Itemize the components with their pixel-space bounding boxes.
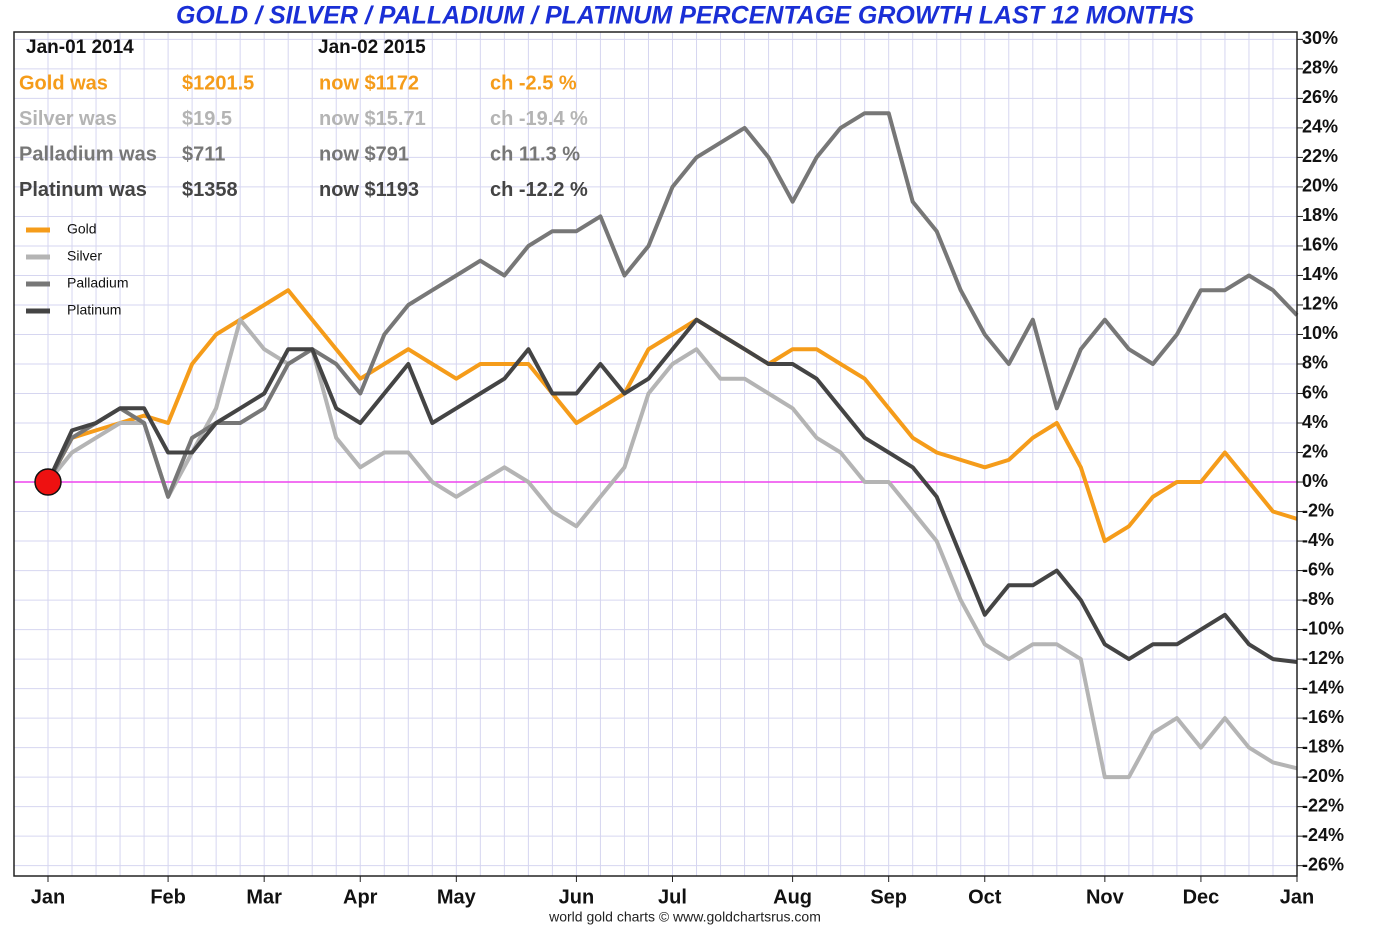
legend-label: Platinum bbox=[67, 302, 121, 318]
y-tick-label: 8% bbox=[1302, 353, 1328, 373]
x-tick-label: May bbox=[437, 886, 477, 908]
y-tick-label: -24% bbox=[1302, 825, 1344, 845]
legend-label: Palladium bbox=[67, 275, 128, 291]
summary-cell: Gold was bbox=[19, 72, 108, 94]
summary-cell: now $1193 bbox=[319, 179, 419, 201]
series-line bbox=[46, 317, 1298, 664]
summary-cell: ch 11.3 % bbox=[490, 143, 580, 165]
y-tick-label: 16% bbox=[1302, 235, 1338, 255]
plot-frame bbox=[13, 31, 1298, 877]
x-tick-label: Dec bbox=[1183, 886, 1220, 908]
series-line bbox=[46, 317, 1298, 780]
y-tick-label: 20% bbox=[1302, 176, 1338, 196]
x-tick-label: Jul bbox=[658, 886, 687, 908]
end-date: Jan-02 2015 bbox=[318, 37, 426, 58]
summary-cell: $711 bbox=[182, 143, 225, 165]
y-tick-label: 22% bbox=[1302, 146, 1338, 166]
summary-cell: $1201.5 bbox=[182, 72, 254, 94]
summary-cell: Silver was bbox=[19, 108, 117, 130]
summary-cell: Palladium was bbox=[19, 143, 157, 165]
y-tick-label: -10% bbox=[1302, 618, 1344, 638]
y-tick-label: -18% bbox=[1302, 736, 1344, 756]
series-line bbox=[46, 288, 1298, 544]
y-tick-label: 10% bbox=[1302, 323, 1338, 343]
y-tick-label: 28% bbox=[1302, 58, 1338, 78]
chart-title: GOLD / SILVER / PALLADIUM / PLATINUM PER… bbox=[176, 2, 1194, 30]
y-tick-label: -4% bbox=[1302, 530, 1334, 550]
start-marker bbox=[34, 468, 62, 496]
y-tick-label: 24% bbox=[1302, 117, 1338, 137]
legend-label: Gold bbox=[67, 221, 97, 237]
x-tick-label: Oct bbox=[968, 886, 1002, 908]
summary-cell: $1358 bbox=[182, 179, 238, 201]
series-line bbox=[46, 111, 1299, 499]
y-tick-label: -16% bbox=[1302, 707, 1344, 727]
y-tick-label: 12% bbox=[1302, 294, 1338, 314]
summary-cell: now $1172 bbox=[319, 72, 419, 94]
y-tick-label: -6% bbox=[1302, 559, 1334, 579]
summary-cell: now $15.71 bbox=[319, 108, 426, 130]
x-tick-label: Jan bbox=[31, 886, 65, 908]
y-tick-label: 30% bbox=[1302, 28, 1338, 48]
x-tick-label: Nov bbox=[1086, 886, 1125, 908]
x-tick-label: Apr bbox=[343, 886, 378, 908]
summary-cell: ch -19.4 % bbox=[490, 108, 588, 130]
x-tick-label: Jun bbox=[559, 886, 595, 908]
x-tick-label: Sep bbox=[870, 886, 907, 908]
summary-cell: ch -12.2 % bbox=[490, 179, 588, 201]
start-date: Jan-01 2014 bbox=[26, 37, 134, 58]
legend-label: Silver bbox=[67, 248, 102, 264]
summary-cell: now $791 bbox=[319, 143, 409, 165]
y-tick-label: -20% bbox=[1302, 766, 1344, 786]
x-tick-label: Aug bbox=[773, 886, 812, 908]
summary-cell: $19.5 bbox=[182, 108, 232, 130]
y-tick-label: -12% bbox=[1302, 648, 1344, 668]
y-tick-label: 2% bbox=[1302, 441, 1328, 461]
source: world gold charts © www.goldchartsrus.co… bbox=[548, 909, 821, 925]
y-tick-label: -26% bbox=[1302, 854, 1344, 874]
plot-area bbox=[14, 32, 1299, 876]
y-tick-label: 26% bbox=[1302, 87, 1338, 107]
y-tick-label: 18% bbox=[1302, 205, 1338, 225]
y-tick-label: 0% bbox=[1302, 471, 1328, 491]
y-tick-label: -22% bbox=[1302, 795, 1344, 815]
y-tick-label: -2% bbox=[1302, 500, 1334, 520]
y-tick-label: 4% bbox=[1302, 412, 1328, 432]
x-tick-label: Mar bbox=[246, 886, 282, 908]
x-tick-label: Feb bbox=[150, 886, 186, 908]
y-tick-label: 14% bbox=[1302, 264, 1338, 284]
x-tick-label: Jan bbox=[1280, 886, 1314, 908]
summary-cell: Platinum was bbox=[19, 179, 147, 201]
y-tick-label: -8% bbox=[1302, 589, 1334, 609]
y-tick-label: 6% bbox=[1302, 382, 1328, 402]
y-tick-label: -14% bbox=[1302, 677, 1344, 697]
summary-cell: ch -2.5 % bbox=[490, 72, 577, 94]
